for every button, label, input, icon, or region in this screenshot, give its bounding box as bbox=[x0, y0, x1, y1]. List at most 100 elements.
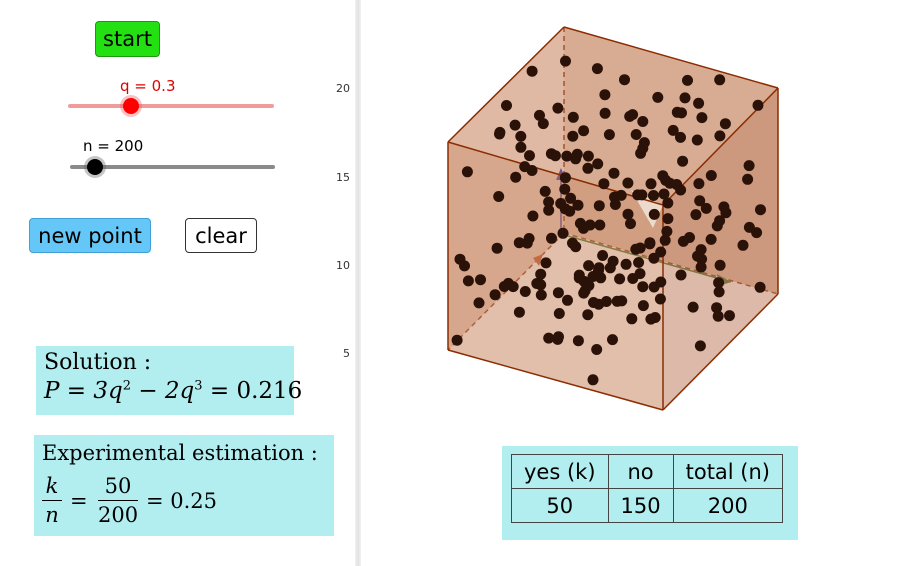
start-button[interactable]: start bbox=[95, 21, 160, 57]
sample-point bbox=[549, 150, 561, 162]
sample-point bbox=[624, 110, 636, 122]
results-table: yes (k) no total (n) 50 150 200 bbox=[511, 454, 784, 523]
sample-point bbox=[501, 100, 512, 111]
sample-point bbox=[493, 191, 505, 202]
sample-point bbox=[559, 172, 571, 184]
panel-divider[interactable] bbox=[355, 0, 361, 566]
sample-point bbox=[562, 294, 573, 306]
sample-point bbox=[567, 111, 579, 123]
sample-point bbox=[630, 129, 642, 140]
sample-point bbox=[667, 124, 679, 136]
sample-point bbox=[675, 131, 686, 143]
sample-point bbox=[659, 234, 671, 246]
sample-point bbox=[611, 295, 623, 307]
sample-point bbox=[694, 195, 706, 207]
sample-point bbox=[687, 301, 699, 313]
sample-point bbox=[752, 99, 764, 111]
sample-point bbox=[515, 141, 527, 153]
sample-point bbox=[543, 332, 555, 344]
sample-point bbox=[620, 258, 632, 270]
sample-point bbox=[578, 125, 590, 137]
sample-point bbox=[591, 344, 603, 355]
cube-scene[interactable] bbox=[361, 0, 898, 566]
sample-point bbox=[695, 261, 707, 273]
sample-point bbox=[537, 118, 549, 130]
fraction-k-over-n: k n bbox=[42, 473, 62, 528]
sample-point bbox=[521, 237, 533, 249]
sample-point bbox=[682, 74, 693, 86]
sample-point bbox=[451, 334, 463, 346]
value-no: 150 bbox=[607, 488, 674, 523]
q-slider-track[interactable] bbox=[68, 104, 274, 108]
sample-point bbox=[644, 238, 656, 250]
sample-point bbox=[705, 170, 717, 181]
sample-point bbox=[591, 63, 603, 75]
sample-point bbox=[676, 107, 687, 119]
sample-point bbox=[462, 275, 474, 287]
formula-result: = 0.216 bbox=[202, 378, 303, 404]
sample-point bbox=[567, 130, 579, 142]
q-slider-handle[interactable] bbox=[123, 98, 139, 114]
sample-point bbox=[498, 281, 510, 292]
sample-point bbox=[634, 268, 646, 280]
sample-point bbox=[677, 155, 689, 167]
sample-point bbox=[582, 309, 594, 321]
sample-point bbox=[714, 259, 726, 271]
sample-point bbox=[696, 253, 708, 265]
sample-point bbox=[540, 257, 552, 269]
sample-point bbox=[552, 102, 564, 114]
sample-point bbox=[691, 134, 703, 146]
left-panel: start q = 0.3 n = 200 new point clear 20… bbox=[0, 0, 355, 566]
sample-point bbox=[637, 116, 649, 127]
equals-sign: = bbox=[70, 489, 88, 513]
sample-point bbox=[690, 209, 702, 221]
sample-point bbox=[714, 74, 726, 86]
sample-point bbox=[559, 183, 571, 195]
fraction-denominator: n bbox=[45, 503, 59, 527]
sample-point bbox=[719, 118, 731, 130]
graphics-3d-view[interactable]: yes (k) no total (n) 50 150 200 bbox=[361, 0, 898, 566]
sample-point bbox=[661, 225, 673, 237]
sample-point bbox=[583, 260, 595, 272]
sample-point bbox=[671, 179, 683, 190]
sample-point bbox=[513, 306, 525, 318]
sample-point bbox=[662, 197, 674, 209]
sample-point bbox=[593, 200, 605, 212]
sample-point bbox=[573, 269, 585, 281]
sample-point bbox=[491, 242, 503, 254]
sample-point bbox=[459, 260, 470, 272]
fraction-bar bbox=[98, 500, 138, 501]
sample-point bbox=[607, 255, 619, 267]
table-value-row: 50 150 200 bbox=[511, 488, 784, 523]
sample-point bbox=[711, 220, 723, 232]
sample-point bbox=[570, 241, 582, 253]
sample-point bbox=[657, 170, 669, 182]
exponent-2: 2 bbox=[122, 378, 132, 394]
sample-point bbox=[565, 192, 577, 204]
sample-point bbox=[600, 296, 612, 307]
sample-point bbox=[625, 218, 636, 230]
new-point-button[interactable]: new point bbox=[29, 218, 151, 253]
sample-point bbox=[578, 222, 589, 234]
sample-point bbox=[510, 171, 522, 183]
sample-point bbox=[648, 281, 660, 293]
sample-point bbox=[535, 279, 547, 291]
sample-point bbox=[713, 277, 725, 289]
sample-point bbox=[648, 190, 659, 201]
sample-point bbox=[636, 189, 648, 201]
sample-point bbox=[700, 202, 712, 214]
sample-point bbox=[552, 333, 564, 345]
sample-point bbox=[594, 219, 606, 231]
sample-point bbox=[539, 185, 551, 197]
sample-point bbox=[654, 293, 666, 305]
sample-point bbox=[560, 55, 571, 67]
clear-button[interactable]: clear bbox=[185, 218, 257, 253]
sample-point bbox=[557, 227, 569, 239]
sample-point bbox=[509, 119, 521, 131]
n-slider-track[interactable] bbox=[70, 165, 275, 169]
header-no: no bbox=[607, 454, 674, 489]
sample-point bbox=[724, 310, 735, 322]
exponent-3: 3 bbox=[194, 378, 203, 394]
fraction-50-over-200: 50 200 bbox=[98, 473, 138, 528]
n-slider-handle[interactable] bbox=[87, 159, 103, 175]
